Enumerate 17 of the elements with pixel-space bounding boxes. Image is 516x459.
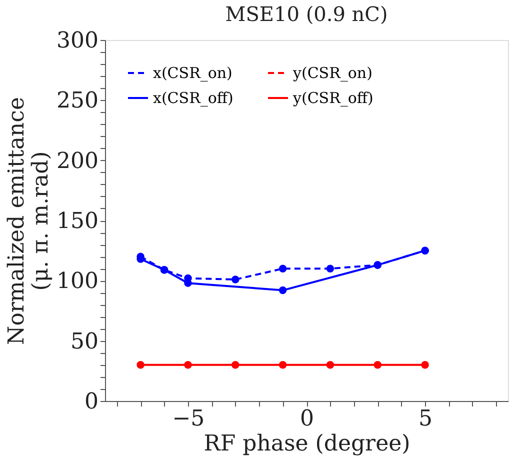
y-tick-label: 0 (84, 390, 98, 414)
y-tick-label: 150 (56, 209, 98, 234)
y-tick-label: 100 (56, 269, 98, 294)
y-tick-label: 300 (56, 28, 98, 54)
y-tick-label: 200 (56, 148, 98, 174)
legend-label: y(CSR_on) (292, 64, 372, 82)
x-tick-label: 5 (418, 406, 433, 432)
y-tick-label: 250 (56, 88, 98, 114)
y-axis-title: Normalized emittance (μ. π. m.rad) (4, 97, 54, 345)
y-tick-label: 50 (70, 329, 98, 354)
legend-label: x(CSR_off) (153, 89, 234, 107)
legend-label: y(CSR_off) (292, 89, 374, 107)
legend-label: x(CSR_on) (153, 64, 232, 82)
chart-title: MSE10 (0.9 nC) (225, 2, 388, 26)
x-tick-label: 0 (300, 406, 314, 432)
x-tick-label: −5 (172, 406, 205, 432)
x-axis-title: RF phase (degree) (204, 432, 410, 456)
